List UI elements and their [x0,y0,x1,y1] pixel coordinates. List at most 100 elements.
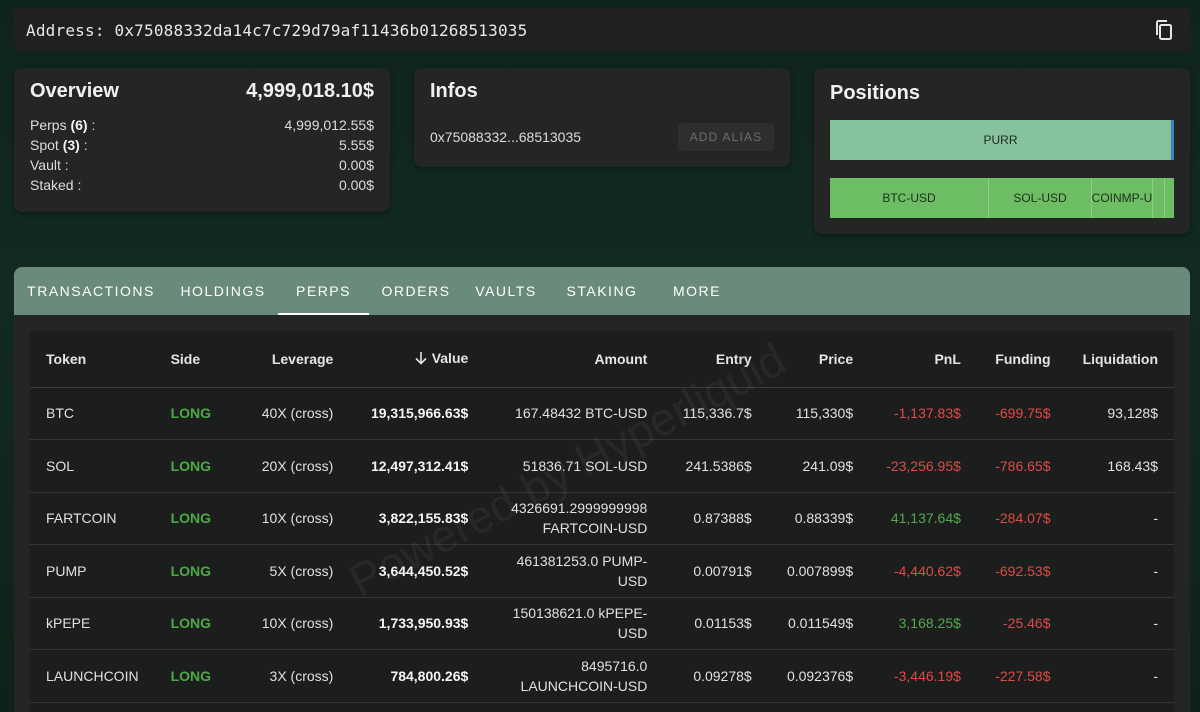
tab-bar: TRANSACTIONS HOLDINGS PERPS ORDERS VAULT… [14,267,1190,315]
cell-value: 1,733,950.93$ [349,597,485,650]
amount-line: 51836.71 SOL-USD [522,457,648,474]
column-header-liquidation[interactable]: Liquidation [1066,331,1174,388]
table-row[interactable]: kPEPE LONG 10X (cross) 1,733,950.93$ 1501386… [30,597,1174,650]
address-bar: Address: 0x75088332da14c7c729d79af11436b… [14,8,1190,52]
position-label: PURR [983,133,1018,147]
column-header-token[interactable]: Token [30,331,155,388]
cell-side: LONG [154,387,234,440]
position-segment-small[interactable] [1165,178,1174,218]
cell-price: 0.007899$ [767,544,870,598]
cell-price: 0.011549$ [767,597,870,650]
wallet-address: Address: 0x75088332da14c7c729d79af11436b… [26,20,528,40]
perps-table-container: Token Side Leverage Value Amount Entry P… [30,331,1174,712]
short-address: 0x75088332...68513035 [430,129,582,145]
cell-value: 784,800.26$ [349,649,485,703]
cell-funding: -786.65$ [976,439,1067,493]
tab-perps[interactable]: PERPS [278,267,369,315]
cell-side: LONG [154,492,234,545]
table-row[interactable]: PUMP LONG 5X (cross) 3,644,450.52$ 461381253… [30,544,1174,598]
tab-staking[interactable]: STAKING [566,283,638,299]
cell-token: BTC [30,387,155,440]
cell-leverage: 10X (cross) [233,492,350,545]
column-header-value[interactable]: Value [349,331,485,388]
cell-value: 12,497,312.41$ [349,439,485,493]
copy-icon[interactable] [1152,18,1176,42]
table-row[interactable]: BTC LONG 40X (cross) 19,315,966.63$ 167.4843… [30,387,1174,440]
cell-pnl: -3,446.19$ [869,649,977,703]
positions-title: Positions [830,82,921,104]
perps-table: Token Side Leverage Value Amount Entry P… [30,331,1174,703]
cell-leverage: 40X (cross) [233,387,350,440]
column-header-funding[interactable]: Funding [976,331,1067,388]
cell-amount: 51836.71 SOL-USD [484,439,664,493]
overview-row-label: Staked : [30,177,82,193]
overview-row: Perps (6) : 4,999,012.55$ [30,115,374,135]
overview-total: 4,999,018.10$ [246,80,374,102]
position-segment-small[interactable] [1153,178,1165,218]
tab-holdings[interactable]: HOLDINGS [180,283,266,299]
cell-entry: 0.87388$ [663,492,768,545]
column-header-label: Value [431,349,469,366]
positions-card: Positions PURR BTC-USD SOL-USD COINMP-U [814,68,1190,234]
cell-entry: 241.5386$ [663,439,768,493]
details-panel: TRANSACTIONS HOLDINGS PERPS ORDERS VAULT… [14,267,1190,712]
cell-side: LONG [154,544,234,598]
position-segment-btc[interactable]: BTC-USD [830,178,989,218]
cell-funding: -284.07$ [976,492,1067,545]
table-body: BTC LONG 40X (cross) 19,315,966.63$ 167.4843… [30,387,1174,703]
amount-line: USD [617,572,648,589]
cell-value: 19,315,966.63$ [349,387,485,440]
cell-funding: -227.58$ [976,649,1067,703]
cell-pnl: -4,440.62$ [869,544,977,598]
cell-entry: 0.00791$ [663,544,768,598]
cell-liquidation: - [1066,544,1174,598]
overview-row-value: 4,999,012.55$ [284,117,374,133]
column-header-price[interactable]: Price [767,331,870,388]
cell-amount: 4326691.2999999998 FARTCOIN-USD [484,492,664,545]
position-segment-purr[interactable]: PURR [830,120,1174,160]
table-header-row: Token Side Leverage Value Amount Entry P… [30,331,1174,388]
cell-price: 0.092376$ [767,649,870,703]
position-segment-coinmp[interactable]: COINMP-U [1092,178,1153,218]
cell-price: 0.88339$ [767,492,870,545]
cell-liquidation: 93,128$ [1066,387,1174,440]
column-header-side[interactable]: Side [154,331,234,388]
tab-more[interactable]: MORE [673,283,721,299]
cell-token: SOL [30,439,155,493]
column-header-entry[interactable]: Entry [663,331,768,388]
add-alias-button[interactable]: ADD ALIAS [678,123,774,151]
tab-transactions[interactable]: TRANSACTIONS [27,283,155,299]
tab-orders[interactable]: ORDERS [381,283,451,299]
amount-line: 167.48432 BTC-USD [515,405,648,422]
amount-line: LAUNCHCOIN-USD [520,677,648,694]
column-header-amount[interactable]: Amount [484,331,664,388]
position-segment-sol[interactable]: SOL-USD [989,178,1092,218]
tab-vaults[interactable]: VAULTS [475,283,537,299]
amount-line: FARTCOIN-USD [542,520,648,537]
cell-leverage: 20X (cross) [233,439,350,493]
cell-entry: 115,336.7$ [663,387,768,440]
perp-positions-bar: BTC-USD SOL-USD COINMP-U [830,178,1174,218]
cell-leverage: 10X (cross) [233,597,350,650]
cell-side: LONG [154,649,234,703]
overview-row: Spot (3) : 5.55$ [30,135,374,155]
cell-token: FARTCOIN [30,492,155,545]
cell-amount: 150138621.0 kPEPE- USD [484,597,664,650]
table-row[interactable]: FARTCOIN LONG 10X (cross) 3,822,155.83$ 4326… [30,492,1174,545]
overview-row: Staked : 0.00$ [30,175,374,195]
cell-price: 115,330$ [767,387,870,440]
overview-row-label: Spot (3) : [30,137,88,153]
cell-funding: -692.53$ [976,544,1067,598]
amount-line: USD [617,625,648,642]
table-row[interactable]: LAUNCHCOIN LONG 3X (cross) 784,800.26$ 84957… [30,649,1174,703]
cell-liquidation: - [1066,597,1174,650]
cell-price: 241.09$ [767,439,870,493]
cell-pnl: 3,168.25$ [869,597,977,650]
amount-line: 4326691.2999999998 [511,500,648,517]
overview-row: Vault : 0.00$ [30,155,374,175]
table-row[interactable]: SOL LONG 20X (cross) 12,497,312.41$ 51836.71… [30,439,1174,493]
column-header-leverage[interactable]: Leverage [233,331,350,388]
column-header-pnl[interactable]: PnL [869,331,977,388]
overview-row-value: 0.00$ [338,177,374,193]
cell-leverage: 5X (cross) [233,544,350,598]
